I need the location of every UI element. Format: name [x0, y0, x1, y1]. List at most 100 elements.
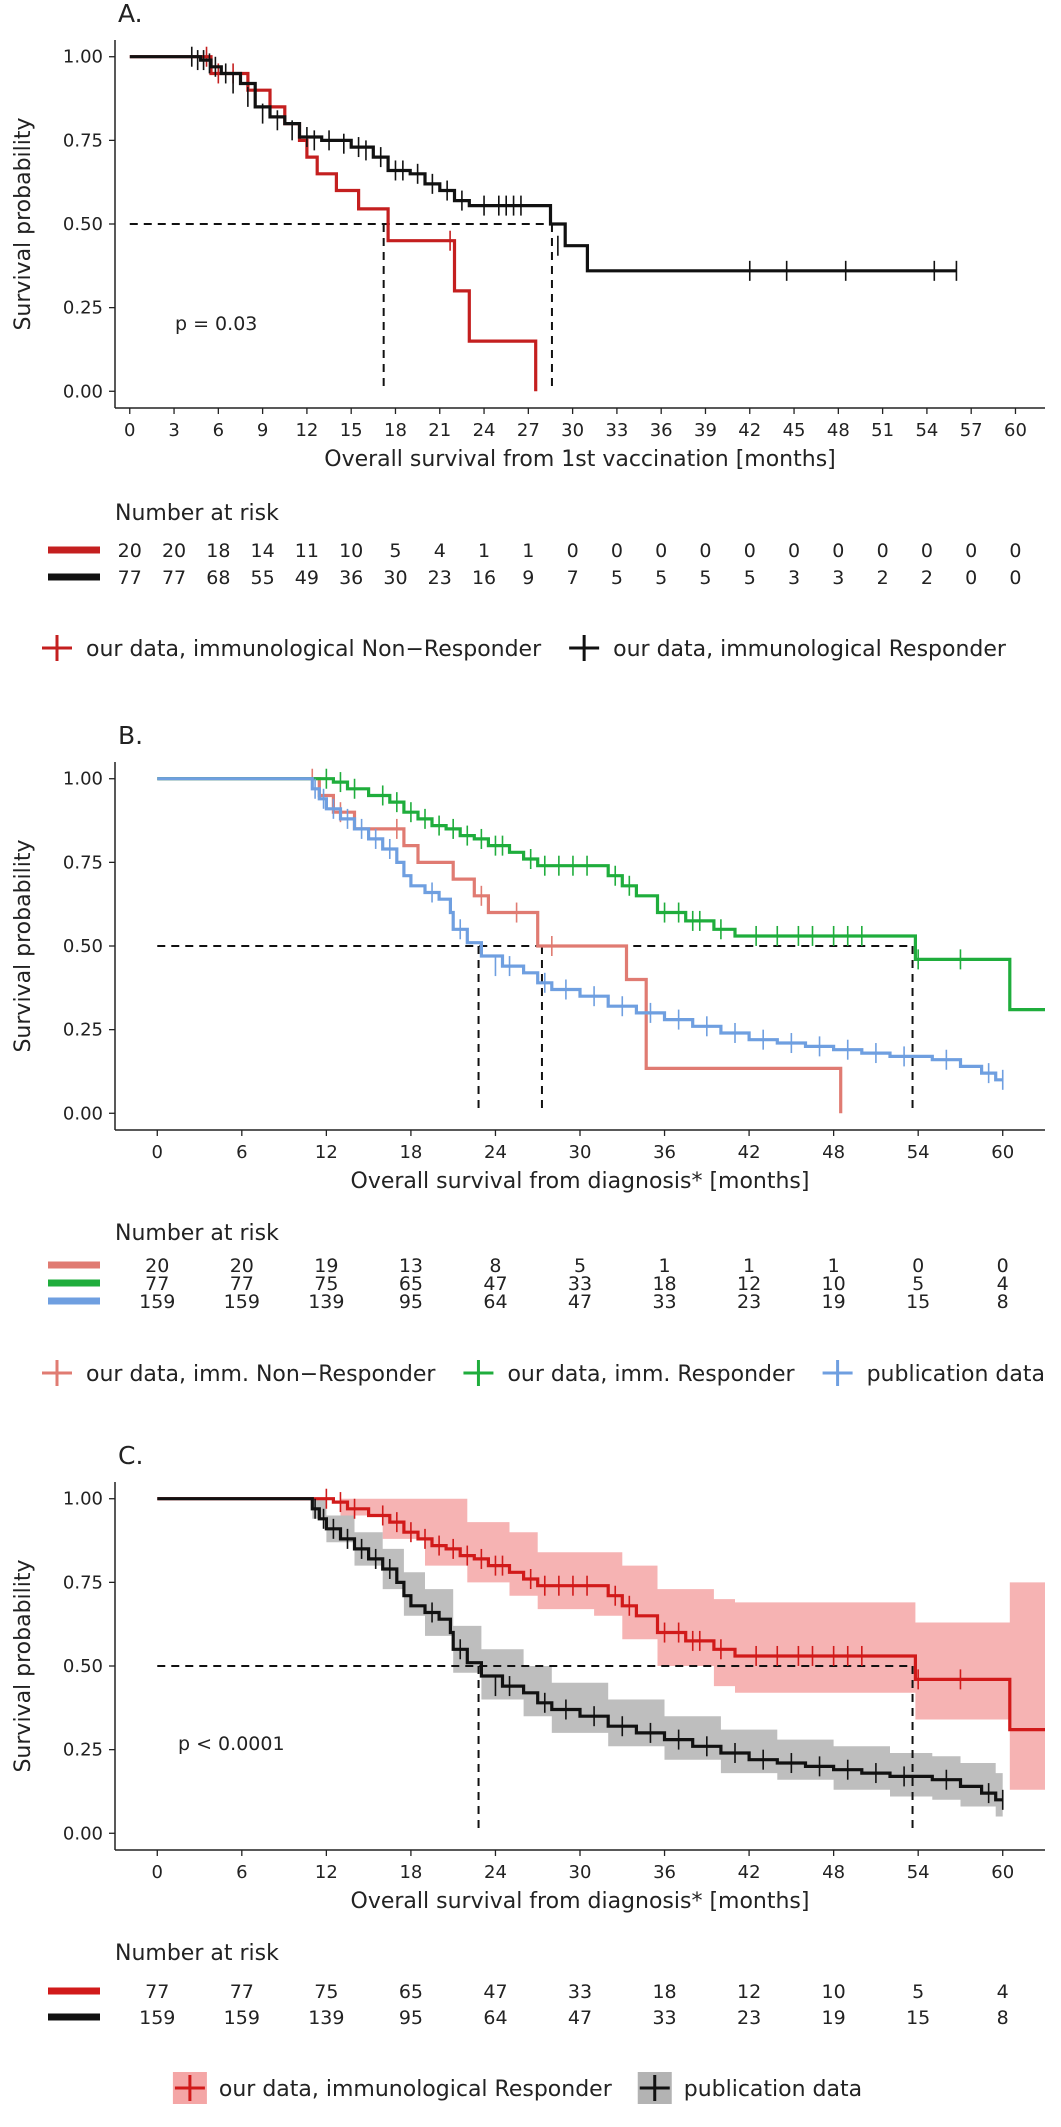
risk-table-cell: 1	[828, 1255, 840, 1277]
x-axis-title: Overall survival from 1st vaccination [m…	[324, 447, 835, 472]
risk-table-cell: 5	[655, 567, 667, 589]
risk-table-cell: 3	[788, 567, 800, 589]
risk-table-title: Number at risk	[115, 1941, 279, 1966]
risk-table-cell: 1	[743, 1255, 755, 1277]
risk-table-cell: 139	[308, 2007, 344, 2029]
risk-table-cell: 8	[997, 1291, 1009, 1313]
risk-table-cell: 36	[339, 567, 363, 589]
risk-table-cell: 0	[744, 540, 756, 562]
risk-table-cell: 8	[489, 1255, 501, 1277]
risk-table-cell: 23	[428, 567, 452, 589]
risk-table-cell: 65	[399, 1981, 423, 2003]
risk-table-cell: 47	[483, 1981, 507, 2003]
x-tick-label: 30	[569, 1862, 592, 1883]
x-tick-label: 54	[915, 420, 938, 441]
risk-table-cell: 5	[912, 1273, 924, 1295]
risk-table-cell: 75	[314, 1981, 338, 2003]
x-tick-label: 6	[236, 1142, 247, 1163]
x-tick-label: 12	[315, 1862, 338, 1883]
risk-table-cell: 4	[434, 540, 446, 562]
confidence-band	[157, 1498, 1046, 1790]
risk-table-cell: 23	[737, 2007, 761, 2029]
risk-table-cell: 0	[567, 540, 579, 562]
risk-table-cell: 20	[145, 1255, 169, 1277]
risk-table-cell: 12	[737, 1981, 761, 2003]
panel-label: A.	[118, 0, 143, 28]
x-tick-label: 3	[168, 420, 179, 441]
x-tick-label: 39	[694, 420, 717, 441]
panel-c: C.0 6 12 18 24 30 36 42 48 54 600.000.250.500.751.…	[11, 1441, 1046, 2104]
risk-table-cell: 15	[906, 1291, 930, 1313]
x-tick-label: 42	[738, 1862, 761, 1883]
survival-curve-series-2	[157, 777, 1045, 1012]
risk-table-cell: 0	[912, 1255, 924, 1277]
risk-table-cell: 20	[162, 540, 186, 562]
y-tick-label: 0.50	[63, 214, 103, 235]
x-tick-label: 54	[907, 1142, 930, 1163]
risk-table-cell: 47	[568, 1291, 592, 1313]
risk-table-cell: 19	[822, 2007, 846, 2029]
y-tick-label: 0.00	[63, 1103, 103, 1124]
x-tick-label: 24	[484, 1142, 507, 1163]
y-tick-label: 0.75	[63, 1572, 103, 1593]
risk-table-cell: 0	[997, 1255, 1009, 1277]
risk-table-cell: 1	[658, 1255, 670, 1277]
x-tick-label: 60	[991, 1142, 1014, 1163]
risk-table-cell: 11	[295, 540, 319, 562]
x-tick-label: 36	[653, 1142, 676, 1163]
x-tick-label: 18	[384, 420, 407, 441]
risk-table-cell: 2	[921, 567, 933, 589]
y-tick-label: 0.00	[63, 1823, 103, 1844]
risk-table-cell: 75	[314, 1273, 338, 1295]
x-tick-label: 60	[1004, 420, 1027, 441]
risk-table-cell: 55	[251, 567, 275, 589]
x-tick-label: 30	[561, 420, 584, 441]
risk-table-cell: 33	[568, 1273, 592, 1295]
risk-table-cell: 9	[522, 567, 534, 589]
y-tick-label: 0.50	[63, 936, 103, 957]
survival-curve-series-2	[129, 55, 957, 273]
risk-table-cell: 77	[145, 1273, 169, 1295]
risk-table-cell: 77	[118, 567, 142, 589]
risk-table-cell: 0	[788, 540, 800, 562]
y-tick-label: 0.25	[63, 1740, 103, 1761]
x-tick-label: 36	[653, 1862, 676, 1883]
risk-table-cell: 0	[877, 540, 889, 562]
survival-curve-series-2	[157, 1497, 1003, 1802]
x-tick-label: 33	[605, 420, 628, 441]
risk-table-cell: 5	[912, 1981, 924, 2003]
x-axis-title: Overall survival from diagnosis* [months…	[351, 1889, 810, 1914]
legend-label: our data, immunological Non−Responder	[86, 637, 542, 662]
risk-table-cell: 95	[399, 2007, 423, 2029]
x-tick-label: 57	[960, 420, 983, 441]
legend-label: publication data	[867, 1362, 1045, 1387]
risk-table-cell: 0	[1009, 540, 1021, 562]
risk-table-cell: 159	[139, 1291, 175, 1313]
y-tick-label: 1.00	[63, 769, 103, 790]
risk-table-cell: 47	[483, 1273, 507, 1295]
x-tick-label: 6	[236, 1862, 247, 1883]
risk-table-cell: 23	[737, 1291, 761, 1313]
p-value-annotation: p < 0.0001	[178, 1733, 285, 1755]
x-tick-label: 21	[428, 420, 451, 441]
risk-table-cell: 20	[230, 1255, 254, 1277]
x-tick-label: 24	[484, 1862, 507, 1883]
panel-label: B.	[118, 721, 143, 750]
risk-table-title: Number at risk	[115, 501, 279, 526]
y-tick-label: 0.50	[63, 1656, 103, 1677]
panel-a: A.0 3 6 9 12 15 18 21 24 27 30 33 36 39 42 45 48 51 54 57 60…	[11, 0, 1045, 662]
risk-table-cell: 139	[308, 1291, 344, 1313]
legend: our data, immunological Responder publica…	[172, 2072, 862, 2104]
risk-table-cell: 0	[965, 540, 977, 562]
risk-table-cell: 3	[832, 567, 844, 589]
x-tick-label: 9	[257, 420, 268, 441]
y-tick-label: 1.00	[63, 1489, 103, 1510]
risk-table-cell: 64	[483, 1291, 507, 1313]
risk-table-cell: 0	[921, 540, 933, 562]
y-tick-label: 0.00	[63, 381, 103, 402]
x-tick-label: 12	[315, 1142, 338, 1163]
risk-table-cell: 159	[224, 2007, 260, 2029]
legend: our data, immunological Non−Responder our…	[42, 635, 1007, 662]
risk-table-cell: 30	[383, 567, 407, 589]
risk-table-cell: 19	[314, 1255, 338, 1277]
